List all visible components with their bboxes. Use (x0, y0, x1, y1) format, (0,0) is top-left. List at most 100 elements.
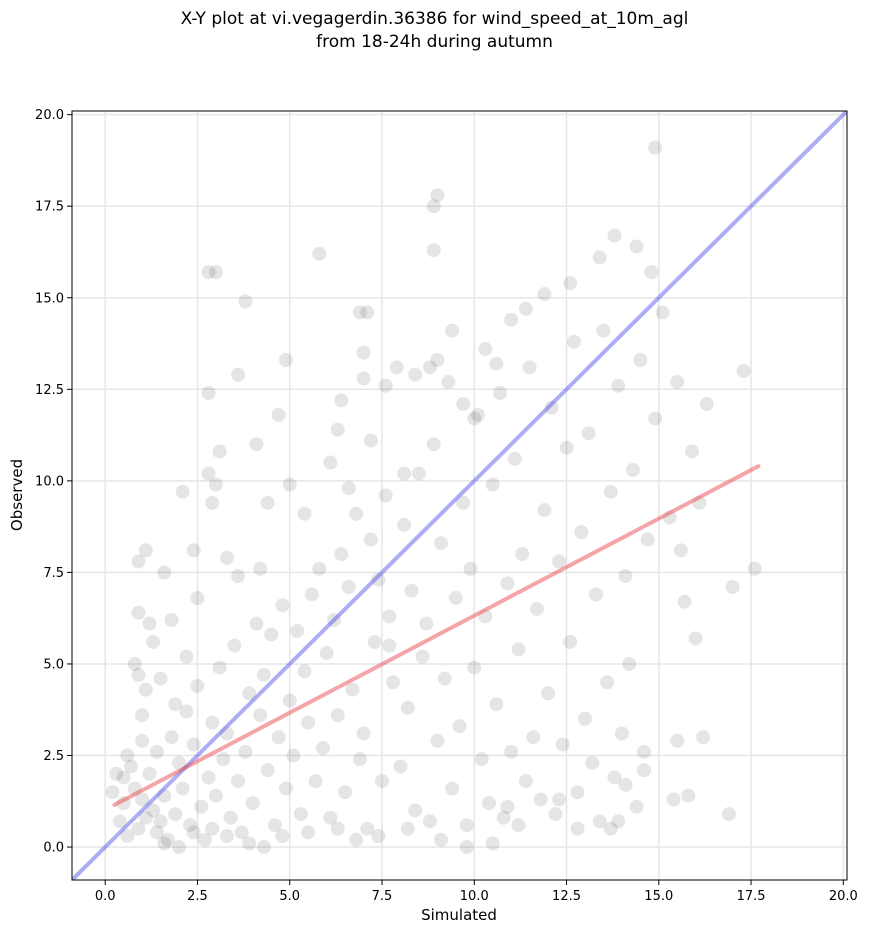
scatter-point (149, 825, 164, 840)
identity-line (72, 111, 847, 880)
scatter-point (208, 788, 223, 803)
scatter-point (312, 246, 327, 261)
x-tick-label: 7.5 (372, 889, 393, 904)
grid (72, 111, 847, 880)
scatter-point (500, 799, 515, 814)
scatter-point (205, 495, 220, 510)
scatter-point (467, 411, 482, 426)
scatter-point (637, 763, 652, 778)
scatter-point (544, 400, 559, 415)
scatter-point (319, 645, 334, 660)
scatter-point (275, 598, 290, 613)
scatter-point (194, 799, 209, 814)
y-tick-label: 7.5 (43, 566, 64, 581)
x-tick-label: 0.0 (95, 889, 116, 904)
scatter-point (253, 561, 268, 576)
x-tick-label: 2.5 (187, 889, 208, 904)
scatter-point (434, 536, 449, 551)
scatter-point (220, 550, 234, 565)
scatter-point (375, 774, 389, 789)
scatter-point (670, 374, 685, 389)
scatter-point (504, 744, 519, 759)
scatter-point (422, 360, 437, 375)
scatter-point (622, 656, 637, 671)
scatter-point (271, 730, 286, 745)
scatter-point (330, 422, 345, 437)
scatter-point (164, 613, 179, 628)
scatter-point (393, 759, 408, 774)
scatter-point (242, 836, 257, 851)
scatter-point (356, 726, 371, 741)
scatter-point (530, 602, 544, 617)
scatter-point (640, 532, 655, 547)
scatter-point (677, 594, 692, 609)
scatter-point (205, 715, 220, 730)
x-axis-title: Simulated (421, 906, 497, 924)
scatter-point (699, 396, 714, 411)
scatter-point (231, 367, 246, 382)
scatter-point (186, 543, 201, 558)
scatter-point (323, 810, 338, 825)
scatter-point (131, 554, 146, 569)
scatter-point (518, 774, 533, 789)
scatter-point (644, 265, 659, 280)
scatter-point (271, 407, 286, 422)
scatter-point (168, 697, 183, 712)
scatter-point (445, 781, 460, 796)
plot-frame (71, 110, 848, 881)
scatter-point (467, 660, 482, 675)
scatter-point (419, 616, 434, 631)
scatter-point (142, 616, 157, 631)
scatter-point (422, 814, 437, 829)
chart-title-line-1: X-Y plot at vi.vegagerdin.36386 for wind… (180, 9, 689, 29)
scatter-point (603, 821, 618, 836)
scatter-point (301, 715, 316, 730)
scatter-point (445, 323, 460, 338)
scatter-point (341, 481, 356, 496)
scatter-point (397, 517, 412, 532)
scatter-point (511, 818, 526, 833)
scatter-point (312, 561, 327, 576)
x-tick-label: 5.0 (279, 889, 300, 904)
scatter-point (153, 814, 168, 829)
scatter-point (493, 385, 508, 400)
scatter-point (563, 276, 578, 291)
scatter-point (245, 796, 260, 811)
scatter-point (208, 477, 223, 492)
scatter-point (293, 807, 308, 822)
scatter-point (426, 437, 441, 452)
y-tick-label: 0.0 (43, 841, 64, 856)
scatter-point (430, 353, 445, 368)
scatter-point (363, 532, 378, 547)
scatter-point (356, 345, 371, 360)
chart-title-line-2: from 18-24h during autumn (316, 32, 553, 52)
scatter-point (404, 583, 419, 598)
scatter-point (570, 785, 585, 800)
scatter-point (666, 792, 681, 807)
scatter-point (135, 733, 150, 748)
scatter-point (637, 744, 652, 759)
scatter-point (548, 807, 563, 822)
scatter-point (611, 814, 626, 829)
scatter-point (135, 708, 150, 723)
scatter-point (146, 634, 161, 649)
scatter-point (138, 682, 153, 697)
x-tick-label: 15.0 (644, 889, 673, 904)
scatter-point (596, 323, 611, 338)
scatter-point (360, 305, 375, 320)
scatter-point (208, 265, 223, 280)
scatter-point (570, 821, 585, 836)
scatter-point (400, 700, 415, 715)
scatter-point (504, 312, 519, 327)
scatter-point (518, 301, 533, 316)
scatter-point (186, 825, 201, 840)
scatter-point (256, 667, 271, 682)
scatter-point (168, 807, 183, 822)
scatter-point (459, 840, 474, 855)
scatter-point (112, 814, 127, 829)
scatter-point (201, 466, 216, 481)
scatter-point (116, 796, 131, 811)
scatter-point (127, 656, 142, 671)
scatter-point (179, 649, 194, 664)
scatter-point (363, 433, 378, 448)
